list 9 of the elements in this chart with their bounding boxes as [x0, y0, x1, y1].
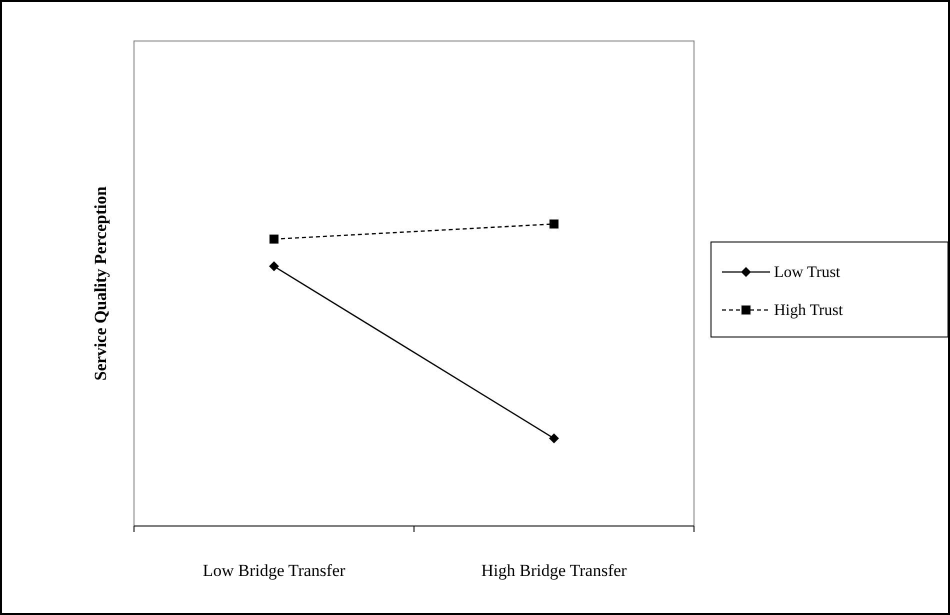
- x-tick-label: High Bridge Transfer: [481, 561, 628, 580]
- x-tick-label: Low Bridge Transfer: [202, 561, 346, 580]
- legend-label: High Trust: [774, 302, 844, 319]
- point: [549, 433, 559, 444]
- point: [270, 234, 278, 244]
- legend-label: Low Trust: [774, 264, 841, 281]
- point: [550, 220, 558, 229]
- point: [269, 261, 279, 272]
- y-axis-title: Service Quality Perception: [91, 186, 110, 381]
